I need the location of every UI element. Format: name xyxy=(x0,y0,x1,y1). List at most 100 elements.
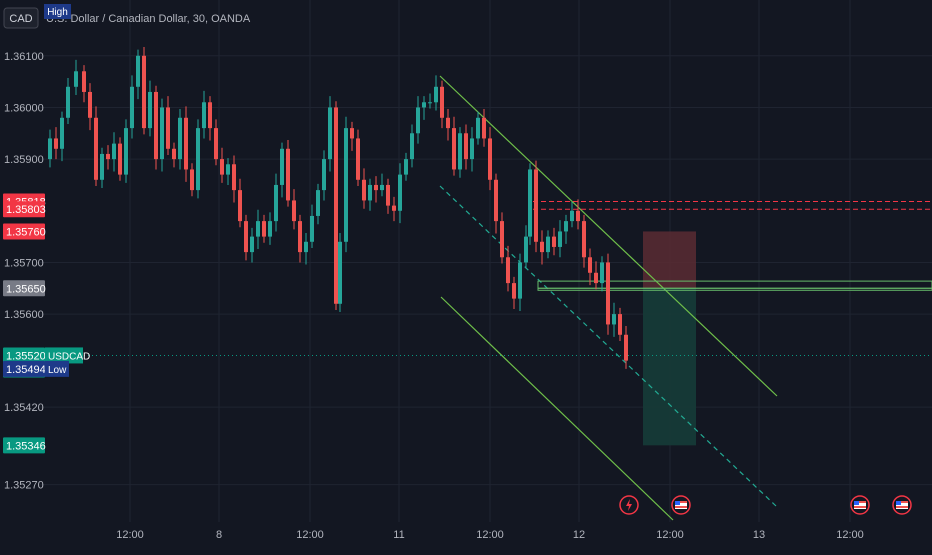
candle-body xyxy=(588,257,592,273)
candle xyxy=(100,147,104,189)
candle xyxy=(190,163,194,197)
y-tick-label: 1.35900 xyxy=(4,154,44,166)
price-tag-gray[interactable]: 1.35650 xyxy=(3,280,46,297)
candle-body xyxy=(280,148,284,185)
channel-upper-line[interactable] xyxy=(439,75,778,397)
currency-box[interactable] xyxy=(3,7,39,29)
candle xyxy=(106,145,110,170)
candle xyxy=(524,225,528,269)
candle xyxy=(594,261,598,290)
candle-body xyxy=(362,179,366,201)
candle-body xyxy=(124,128,128,175)
events xyxy=(619,495,912,515)
candle xyxy=(286,139,290,207)
candle-body xyxy=(60,117,64,149)
price-axis[interactable]: 1.36100 1.36000 1.35900 1.35700 1.35600 1.354… xyxy=(3,51,90,492)
candle-body xyxy=(196,128,200,191)
candle-body xyxy=(172,148,176,160)
candle xyxy=(464,124,468,170)
candle-body xyxy=(232,164,236,191)
candle-body xyxy=(338,241,342,304)
candle-body xyxy=(208,102,212,129)
candle-body xyxy=(268,221,272,237)
us-flag-event-icon[interactable] xyxy=(892,495,912,515)
candle-body xyxy=(428,102,432,104)
candle-body xyxy=(160,107,164,160)
flag-icon xyxy=(675,501,687,509)
candle xyxy=(582,214,586,268)
candles xyxy=(48,47,628,369)
candle xyxy=(552,227,556,256)
candle-body xyxy=(112,143,116,160)
candle xyxy=(244,214,248,261)
candle-body xyxy=(190,169,194,191)
candle xyxy=(214,119,218,166)
price-tag-red[interactable]: 1.35760 xyxy=(3,223,46,240)
x-tick-label: 12 xyxy=(573,529,585,541)
x-tick-label: 12:00 xyxy=(836,529,864,541)
candle-body xyxy=(142,55,146,129)
price-tag-low[interactable]: 1.35494 Low xyxy=(3,360,69,377)
candle xyxy=(66,77,70,124)
candle-body xyxy=(304,241,308,253)
us-flag-event-icon[interactable] xyxy=(850,495,870,515)
candle-body xyxy=(470,138,474,160)
time-axis[interactable]: 12:00 8 12:00 11 12:00 12 12:00 13 12:00 xyxy=(116,529,864,541)
price-tag-bg xyxy=(3,437,45,454)
candle xyxy=(280,142,284,198)
price-tag-bg xyxy=(3,223,45,240)
support-zone[interactable] xyxy=(537,280,932,291)
price-tag-red[interactable]: 1.35803 xyxy=(3,201,46,218)
chart-title: U.S. Dollar / Canadian Dollar, 30, OANDA xyxy=(46,13,251,25)
candle xyxy=(380,173,384,197)
candle xyxy=(410,124,414,168)
candle xyxy=(416,96,420,144)
candle xyxy=(482,108,486,147)
candle-body xyxy=(540,241,544,253)
stop-loss-zone[interactable] xyxy=(643,231,696,289)
candle xyxy=(112,132,116,172)
us-flag-event-icon[interactable] xyxy=(671,495,691,515)
candle xyxy=(154,85,158,170)
candle xyxy=(386,178,390,214)
price-tag-label: 1.35494 xyxy=(6,364,46,376)
candle-body xyxy=(582,221,586,258)
candle xyxy=(160,98,164,172)
candle-body xyxy=(328,107,332,160)
x-tick-label: 8 xyxy=(216,529,222,541)
candle xyxy=(166,96,170,155)
flag-canton xyxy=(854,501,859,505)
flash-event-icon[interactable] xyxy=(619,495,639,515)
high-marker: High xyxy=(47,7,68,18)
candle xyxy=(506,245,510,292)
candle xyxy=(172,142,176,168)
price-tag-teal[interactable]: 1.35346 xyxy=(3,437,46,454)
candle-body xyxy=(74,71,78,87)
candle-body xyxy=(274,184,278,222)
candle xyxy=(558,220,562,258)
take-profit-zone[interactable] xyxy=(643,288,696,446)
candle xyxy=(226,158,230,185)
price-tag-bg xyxy=(3,280,45,297)
candle-body xyxy=(220,159,224,175)
candle-body xyxy=(618,314,622,335)
symbol-tag-bg xyxy=(45,347,83,364)
candle-body xyxy=(88,91,92,118)
drawing-lines xyxy=(40,75,932,521)
x-tick-label: 13 xyxy=(753,529,765,541)
candle xyxy=(118,137,122,181)
candle-body xyxy=(624,334,628,361)
candle-body xyxy=(178,117,182,160)
candle xyxy=(588,248,592,286)
flag-icon xyxy=(854,501,866,509)
channel-lower-line[interactable] xyxy=(440,296,674,521)
candle-body xyxy=(524,236,528,263)
currency-label[interactable]: CAD xyxy=(9,13,32,25)
candle-body xyxy=(244,221,248,253)
candle-body xyxy=(558,231,562,247)
y-tick-label: 1.36100 xyxy=(4,51,44,63)
candle xyxy=(238,178,242,228)
candle xyxy=(624,325,628,369)
